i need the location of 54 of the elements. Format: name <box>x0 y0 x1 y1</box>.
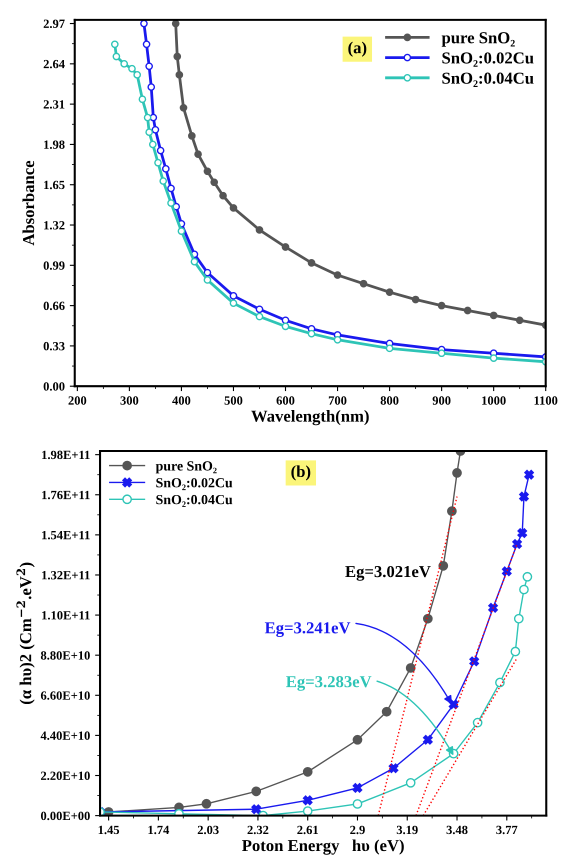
x-axis-title: Wavelength(nm) <box>251 410 369 426</box>
x-tick-label: 1.45 <box>98 826 120 834</box>
x-tick-label: 2.03 <box>198 826 219 834</box>
y-tick-label: 1.65 <box>44 180 65 190</box>
x-tick-label: 500 <box>224 396 242 405</box>
y-tick-label: 2.97 <box>44 20 65 28</box>
x-tick-label: 3.77 <box>496 826 518 834</box>
y-axis-title: (α hυ)2 (Cm$^{−2}$.eV$^{2}$) <box>16 562 35 704</box>
y-tick-label: 4.40E+10 <box>40 731 90 740</box>
x-tick-label: 400 <box>172 396 190 405</box>
legend-label: SnO₂:0.04Cu <box>442 72 534 87</box>
y-tick-label: 1.32E+11 <box>42 571 90 580</box>
legend-label: SnO₂:0.02Cu <box>442 52 534 67</box>
y-tick-label: 2.64 <box>44 60 65 68</box>
y-tick-label: 0.66 <box>44 302 65 310</box>
y-tick-label: 0.00E+00 <box>40 812 90 820</box>
legend-label: SnO₂:0.04Cu <box>156 494 232 507</box>
legend-label: pure SnO₂ <box>156 461 217 474</box>
x-tick-label: 3.48 <box>446 826 468 834</box>
annotation: Eg=3.283eV <box>286 676 372 691</box>
annotation: Eg=3.021eV <box>345 566 431 581</box>
y-tick-label: 0.00 <box>44 382 65 391</box>
y-tick-label: 1.98E+11 <box>42 450 90 460</box>
y-tick-label: 1.98 <box>44 140 65 149</box>
x-axis-title: Poton Energy hυ (eV) <box>242 839 404 855</box>
x-tick-label: 3.19 <box>396 826 418 834</box>
x-tick-label: 1000 <box>482 396 506 405</box>
x-tick-label: 2.9 <box>350 826 365 834</box>
x-tick-label: 1.74 <box>148 826 170 834</box>
x-tick-label: 700 <box>328 396 346 405</box>
annotation: Eg=3.241eV <box>264 622 350 637</box>
y-tick-label: 0.99 <box>44 261 65 270</box>
x-tick-label: 300 <box>120 396 138 405</box>
text: (a) <box>348 42 366 57</box>
x-tick-label: 200 <box>68 396 86 405</box>
y-tick-label: 6.60E+10 <box>40 691 90 700</box>
legend-label: pure SnO₂ <box>442 32 515 47</box>
y-tick-label: 1.32 <box>44 221 64 230</box>
x-tick-label: 2.32 <box>248 826 268 834</box>
x-tick-label: 900 <box>432 396 451 405</box>
y-tick-label: 8.80E+10 <box>40 651 90 660</box>
y-tick-label: 1.76E+11 <box>42 490 90 500</box>
x-tick-label: 600 <box>276 396 294 405</box>
y-tick-label: 1.10E+11 <box>42 611 90 620</box>
x-tick-label: 1100 <box>534 396 558 405</box>
y-axis-title: Absorbance <box>22 160 34 246</box>
x-tick-label: 2.61 <box>297 826 318 834</box>
y-tick-label: 0.33 <box>44 342 65 350</box>
y-tick-label: 1.54E+11 <box>42 530 90 540</box>
text: (b) <box>291 465 310 480</box>
y-tick-label: 2.20E+10 <box>41 772 90 780</box>
x-tick-label: 800 <box>380 396 398 405</box>
legend-label: SnO₂:0.02Cu <box>156 478 232 490</box>
y-tick-label: 2.31 <box>44 100 64 109</box>
